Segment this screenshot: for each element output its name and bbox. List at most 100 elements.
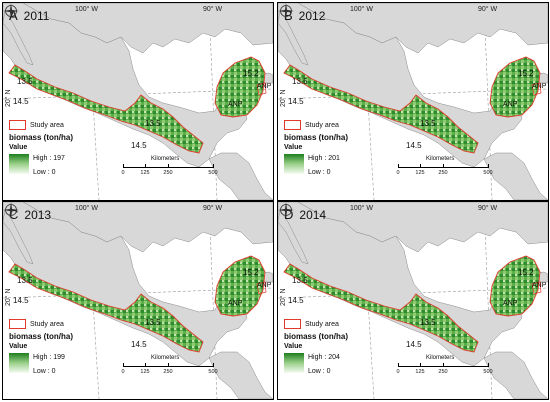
anp-label: ANP xyxy=(257,83,272,90)
scale-tick xyxy=(488,164,489,168)
study-area-swatch xyxy=(284,120,301,130)
lat-label: 20° N xyxy=(280,89,287,107)
study-area-swatch xyxy=(9,319,26,329)
legend-study-area: Study area xyxy=(9,319,64,329)
map-panel-b: B 2012 100° W 90° W 20° N 13.5 14.5 13.5 … xyxy=(277,2,549,201)
legend-color-ramp xyxy=(9,154,29,174)
legend-value-heading: Value xyxy=(284,144,303,151)
map-panel-a: A 2011 100° W 90° W 20° N 13.5 14.5 13.5 … xyxy=(2,2,274,201)
anp-label: ANP xyxy=(503,300,518,307)
scale-tick xyxy=(398,164,399,168)
lon-label-left: 100° W xyxy=(350,6,374,13)
legend-value-heading: Value xyxy=(284,343,303,350)
scale-tick xyxy=(420,164,421,168)
legend-high-label: High : 199 xyxy=(33,354,65,361)
isoline-label: 14.5 xyxy=(13,296,29,305)
scale-tick xyxy=(420,363,421,367)
isoline-label: 13.5 xyxy=(145,318,161,327)
scale-tick-label: 0 xyxy=(396,369,400,375)
land-baja xyxy=(278,209,309,265)
scale-tick xyxy=(213,363,214,367)
scale-title: Kilometers xyxy=(151,355,180,361)
map-canvas xyxy=(3,3,273,200)
legend-low-label: Low : 0 xyxy=(33,169,56,176)
legend-study-area: Study area xyxy=(284,120,339,130)
study-area-yucatan xyxy=(489,255,541,317)
isoline-label: 14.5 xyxy=(288,97,304,106)
lon-label-left: 100° W xyxy=(75,6,99,13)
isoline-label: 14.5 xyxy=(406,340,422,349)
anp-polygon xyxy=(256,82,267,96)
legend-value-heading: Value xyxy=(9,343,28,350)
north-arrow-icon xyxy=(278,202,294,218)
legend-color-ramp xyxy=(9,353,29,373)
lon-label-left: 100° W xyxy=(75,205,99,212)
scale-tick-label: 0 xyxy=(121,369,125,375)
graticule-line xyxy=(208,202,218,399)
isoline-label: 14.5 xyxy=(13,97,29,106)
scale-tick xyxy=(145,164,146,168)
study-area-label: Study area xyxy=(30,121,64,129)
legend-value-heading: Value xyxy=(9,144,28,151)
lon-label-right: 90° W xyxy=(478,205,498,212)
legend-high-label: High : 197 xyxy=(33,155,65,162)
scale-tick xyxy=(213,164,214,168)
scale-tick-label: 125 xyxy=(415,170,425,176)
panel-year: 2011 xyxy=(23,9,50,23)
anp-polygon xyxy=(531,82,542,96)
scale-tick xyxy=(145,363,146,367)
scale-tick-label: 125 xyxy=(415,369,425,375)
legend-low-label: Low : 0 xyxy=(33,368,56,375)
anp-polygon xyxy=(256,281,267,295)
scale-tick xyxy=(443,164,444,168)
anp-label: ANP xyxy=(228,300,243,307)
scale-bar: Kilometers 0 125 250 500 xyxy=(390,355,500,379)
scale-title: Kilometers xyxy=(151,156,180,162)
study-area-yucatan xyxy=(489,56,541,118)
panel-letter: B xyxy=(284,8,293,23)
scale-tick-label: 250 xyxy=(438,369,448,375)
land-central-america xyxy=(208,351,273,399)
lat-label: 20° N xyxy=(5,288,12,306)
study-area-label: Study area xyxy=(305,320,339,328)
isoline-label: 13.5 xyxy=(17,276,33,285)
panel-label: B 2012 xyxy=(284,8,325,23)
lon-label-right: 90° W xyxy=(203,205,223,212)
map-canvas xyxy=(3,202,273,399)
isoline-label: 15.2 xyxy=(243,69,259,78)
scale-bar: Kilometers 0 125 250 500 xyxy=(115,355,225,379)
scale-tick-label: 250 xyxy=(163,170,173,176)
legend-color-ramp xyxy=(284,154,304,174)
lat-label: 20° N xyxy=(5,89,12,107)
study-area-pacific xyxy=(8,64,204,154)
study-area-swatch xyxy=(284,319,301,329)
isoline-label: 13.5 xyxy=(17,77,33,86)
north-arrow-icon xyxy=(3,202,19,218)
graticule-line xyxy=(208,3,218,200)
legend-low-label: Low : 0 xyxy=(308,368,331,375)
scale-tick xyxy=(488,363,489,367)
study-area-pacific xyxy=(283,64,479,154)
isoline-label: 13.5 xyxy=(292,77,308,86)
study-area-label: Study area xyxy=(30,320,64,328)
panel-letter: A xyxy=(9,8,18,23)
isoline-label: 15.2 xyxy=(518,69,534,78)
scale-title: Kilometers xyxy=(426,156,455,162)
map-panel-d: D 2014 100° W 90° W 20° N 13.5 14.5 13.5 … xyxy=(277,201,549,400)
anp-label: ANP xyxy=(257,282,272,289)
legend-color-ramp xyxy=(284,353,304,373)
scale-tick-label: 500 xyxy=(208,170,218,176)
scale-bar: Kilometers 0 125 250 500 xyxy=(390,156,500,180)
isoline-label: 13.5 xyxy=(292,276,308,285)
study-area-label: Study area xyxy=(305,121,339,129)
study-area-swatch xyxy=(9,120,26,130)
panel-label: A 2011 xyxy=(9,8,49,23)
panel-year: 2013 xyxy=(24,208,52,222)
land-baja xyxy=(3,209,34,265)
graticule-line xyxy=(483,202,493,399)
isoline-label: 13.5 xyxy=(420,318,436,327)
scale-title: Kilometers xyxy=(426,355,455,361)
isoline-label: 15.2 xyxy=(243,268,259,277)
isoline-label: 14.5 xyxy=(131,340,147,349)
lon-label-right: 90° W xyxy=(203,6,223,13)
